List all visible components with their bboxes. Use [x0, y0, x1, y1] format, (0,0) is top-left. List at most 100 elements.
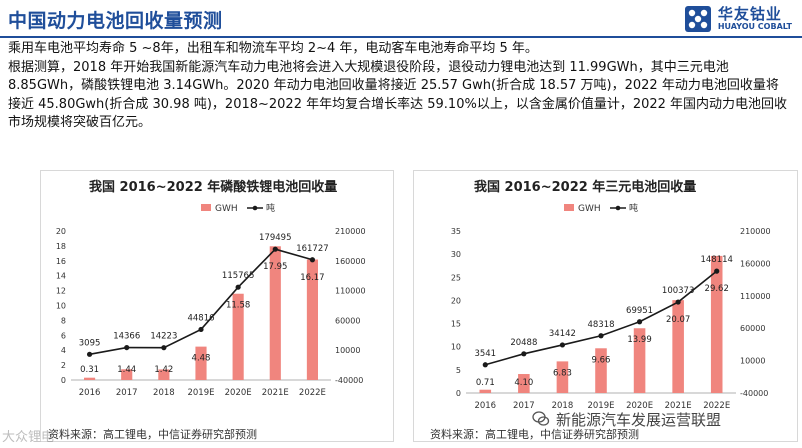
ternary-line-point-6	[714, 268, 720, 274]
ternary-ytick-right-1: 10000	[740, 357, 765, 366]
ternary-ytick-left-3: 15	[451, 320, 461, 329]
lfp-xtick-4: 2020E	[225, 388, 252, 398]
slide-header: 中国动力电池回收量预测 华友钴业 HUAYOU COBALT	[0, 0, 802, 38]
ternary-title: 我国 2016~2022 年三元电池回收量	[474, 179, 696, 195]
lfp-ytick-left-0: 0	[61, 376, 66, 385]
page-title: 中国动力电池回收量预测	[8, 10, 223, 32]
ternary-xtick-4: 2020E	[626, 401, 653, 411]
body-text: 乘用车电池平均寿命 5 ~8年，出租车和物流车平均 2~4 年，电动客车电池寿命…	[8, 40, 788, 133]
ternary-line-point-5	[675, 299, 681, 305]
ternary-bar-label-1: 4.10	[514, 378, 533, 388]
lfp-ytick-right-5: 210000	[335, 227, 366, 236]
wechat-icon	[532, 411, 550, 426]
lfp-line-label-6: 161727	[296, 244, 328, 254]
lfp-bar-label-3: 4.48	[192, 354, 211, 364]
lfp-ytick-left-4: 8	[61, 316, 66, 325]
lfp-ytick-left-5: 10	[56, 302, 66, 311]
lfp-xtick-6: 2022E	[299, 388, 326, 398]
body-line-1: 乘用车电池平均寿命 5 ~8年，出租车和物流车平均 2~4 年，电动客车电池寿命…	[8, 41, 538, 56]
ternary-bar-5	[672, 300, 684, 393]
ternary-ytick-left-1: 5	[456, 366, 461, 375]
ternary-xtick-3: 2019E	[587, 401, 614, 411]
lfp-legend-bar-swatch	[201, 204, 211, 211]
lfp-ytick-right-2: 60000	[335, 316, 360, 325]
lfp-bar-label-0: 0.31	[80, 365, 99, 375]
ternary-xtick-2: 2018	[552, 401, 574, 411]
chart-panel-ternary: 我国 2016~2022 年三元电池回收量 GWH 吨 0 5 10 15 20 25 30 35 -…	[413, 170, 798, 442]
ternary-ytick-left-2: 10	[451, 343, 461, 352]
lfp-xtick-1: 2017	[116, 388, 138, 398]
lfp-line-point-1	[124, 344, 130, 351]
lfp-line-label-0: 3095	[79, 338, 101, 348]
lfp-recycling-chart: 我国 2016~2022 年磷酸铁锂电池回收量 GWH 吨 0 2 4 6 8 10 12 14 16…	[56, 179, 366, 398]
ternary-line-point-1	[521, 351, 527, 357]
ternary-legend-bar-label: GWH	[578, 204, 601, 214]
lfp-ytick-right-3: 110000	[335, 287, 366, 296]
lfp-ytick-left-10: 20	[56, 227, 66, 236]
ternary-ytick-left-0: 0	[456, 389, 461, 398]
ternary-ytick-right-3: 110000	[740, 292, 771, 301]
ternary-bar-label-6: 29.62	[705, 284, 729, 294]
ternary-xtick-5: 2021E	[665, 401, 692, 411]
ternary-legend-line-marker	[615, 205, 621, 211]
ternary-bar-3	[595, 348, 607, 393]
lfp-bar-6	[306, 259, 318, 380]
ternary-line-point-3	[598, 333, 604, 339]
ternary-bar-label-0: 0.71	[476, 378, 495, 388]
ternary-ytick-left-4: 20	[451, 296, 461, 305]
ternary-line-point-2	[559, 342, 566, 348]
lfp-line-point-6	[309, 257, 316, 263]
lfp-bar-5	[269, 246, 281, 380]
lfp-ytick-left-9: 18	[56, 242, 66, 251]
lfp-ytick-right-4: 160000	[335, 257, 366, 266]
lfp-bar-label-2: 1.42	[154, 365, 173, 375]
lfp-bar-label-1: 1.44	[117, 365, 136, 375]
lfp-bar-3	[195, 346, 207, 380]
lfp-line-point-0	[86, 351, 93, 357]
ternary-xtick-1: 2017	[513, 401, 535, 411]
lfp-line-point-2	[161, 345, 167, 351]
chart-panel-lfp: 我国 2016~2022 年磷酸铁锂电池回收量 GWH 吨 0 2 4 6 8 10 12 14 16…	[40, 170, 394, 442]
lfp-legend-line-marker	[252, 205, 258, 211]
ternary-bar-label-3: 9.66	[592, 355, 611, 365]
header-divider	[0, 36, 802, 38]
lfp-line-label-3: 44816	[187, 313, 214, 323]
lfp-ytick-right-1: 10000	[335, 346, 360, 355]
lfp-line-point-3	[198, 326, 204, 333]
lfp-ytick-left-7: 14	[56, 272, 66, 281]
ternary-line-label-1: 20488	[510, 338, 537, 348]
lfp-bar-label-4: 11.58	[226, 301, 250, 311]
chart-source-ternary: 资料来源：高工锂电，中信证券研究部预测	[430, 428, 639, 441]
lfp-bar-2	[158, 369, 170, 380]
lfp-bar-4	[232, 293, 244, 380]
lfp-line-point-4	[235, 284, 241, 290]
ternary-line-label-4: 69951	[626, 306, 653, 316]
lfp-bar-1	[121, 369, 133, 380]
ternary-bar-label-5: 20.07	[666, 315, 690, 325]
lfp-xtick-2: 2018	[153, 388, 175, 398]
chart-source-lfp: 资料来源：高工锂电，中信证券研究部预测	[48, 428, 257, 441]
ternary-bar-2	[556, 361, 569, 393]
ternary-ytick-right-5: 210000	[740, 227, 771, 236]
huayou-logo-icon	[684, 6, 711, 32]
ternary-line-point-0	[482, 362, 488, 368]
ternary-legend-line-label: 吨	[629, 202, 638, 214]
ternary-bar-4	[633, 328, 646, 393]
ternary-bar-0	[479, 389, 492, 393]
ternary-ytick-left-7: 35	[451, 227, 461, 236]
ternary-xtick-6: 2022E	[703, 401, 730, 411]
lfp-line-label-2: 14223	[150, 332, 177, 342]
lfp-xtick-0: 2016	[79, 388, 101, 398]
lfp-title: 我国 2016~2022 年磷酸铁锂电池回收量	[89, 179, 337, 195]
logo-chinese-name: 华友钴业	[717, 5, 782, 23]
ternary-line-label-3: 48318	[587, 320, 614, 330]
lfp-line-label-4: 115765	[222, 271, 254, 281]
ternary-legend-bar-swatch	[564, 204, 574, 211]
lfp-xtick-3: 2019E	[187, 388, 214, 398]
ternary-line-label-5: 100373	[662, 286, 694, 296]
ternary-ytick-left-6: 30	[451, 250, 461, 259]
lfp-legend-bar-label: GWH	[215, 204, 238, 214]
ternary-line-label-0: 3541	[474, 349, 496, 359]
ternary-xtick-0: 2016	[474, 401, 496, 411]
lfp-ytick-left-1: 2	[61, 361, 66, 370]
